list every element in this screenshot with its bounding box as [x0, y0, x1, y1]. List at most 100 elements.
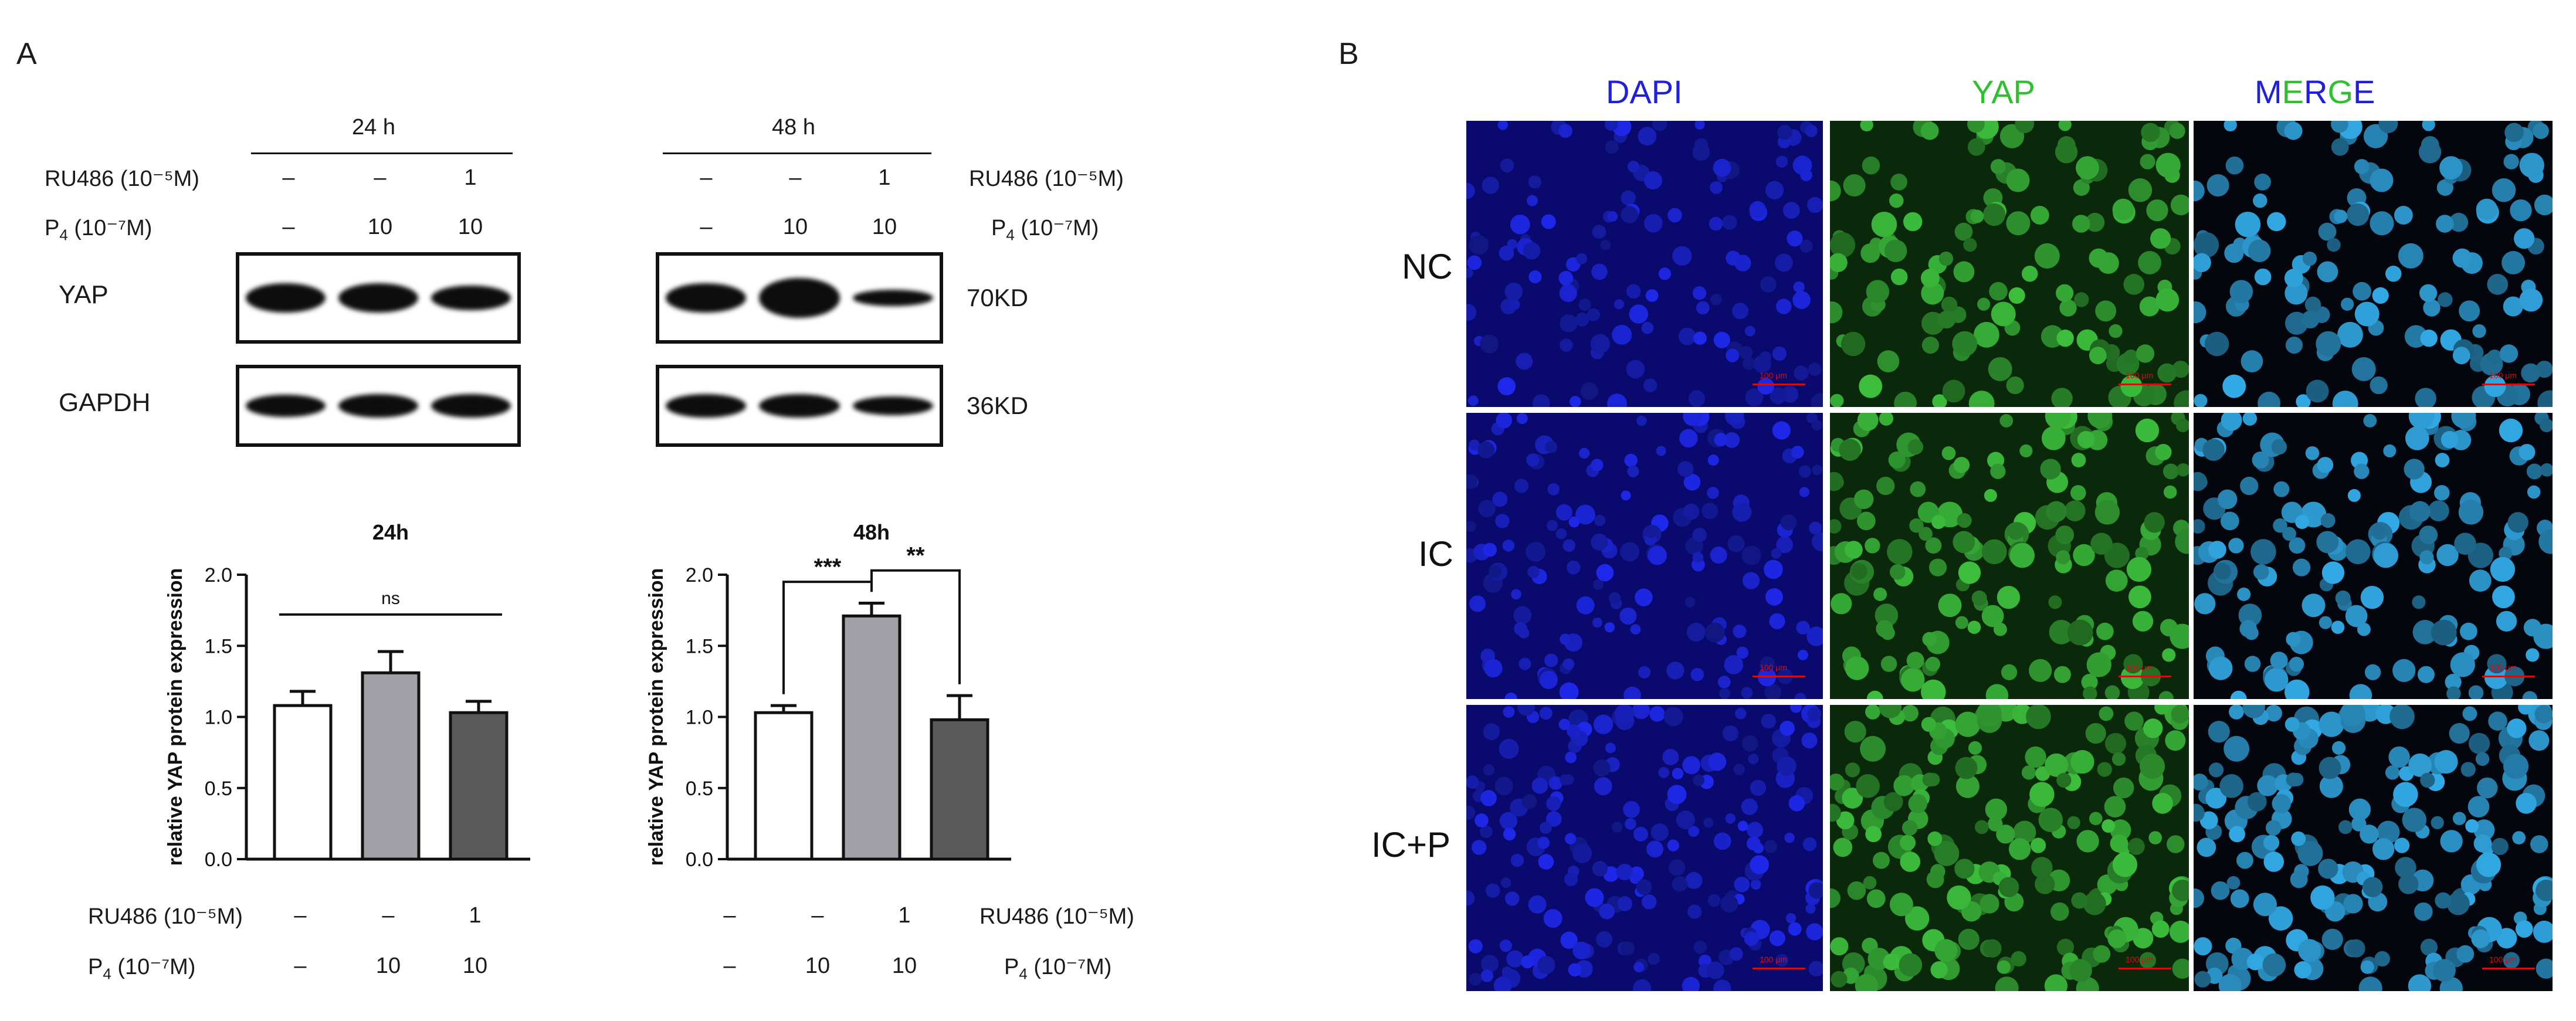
scale-bar-label: 100 μm: [1760, 371, 1787, 380]
blot-ru486-24-1: –: [282, 165, 295, 190]
scale-bar: [1753, 968, 1805, 969]
chart24-ru486-1: –: [294, 903, 307, 928]
size-label-70kd: 70KD: [967, 284, 1029, 311]
chart48-ru486-3: 1: [898, 903, 911, 928]
bar-1-1: [754, 711, 814, 861]
svg-text:***: ***: [814, 554, 842, 580]
chart-p4-label-right: P4 (10⁻⁷M): [1004, 955, 1112, 983]
group-24h-line: [251, 152, 513, 154]
micrograph-nc-merge: 100 μm: [2194, 121, 2553, 407]
panel-b-label: B: [1338, 37, 1359, 71]
scale-bar-label: 100 μm: [2126, 663, 2153, 672]
group-24h-label: 24 h: [352, 115, 395, 140]
scale-bar: [2482, 676, 2535, 677]
blot-48h-gapdh-band-1: [666, 394, 747, 418]
merge-letter-1: M: [2255, 73, 2282, 110]
chart24-p4-1: –: [294, 954, 307, 978]
merge-letter-5: E: [2353, 73, 2375, 110]
blot-ru486-label-left: RU486 (10⁻⁵M): [45, 167, 199, 191]
blot-p4-48-2: 10: [782, 215, 808, 239]
y-tick-label-1-1: 0.5: [686, 778, 713, 800]
blot-48h-yap-band-2: [759, 278, 840, 318]
scale-bar: [1753, 384, 1805, 385]
scale-bar-label: 100 μm: [2489, 955, 2517, 964]
blot-48h-gapdh-band-3: [852, 396, 933, 415]
significance-0-1: ns: [279, 589, 502, 616]
scale-bar: [2119, 968, 2171, 969]
bar-chart-24h: 24h relative YAP protein expression 0.0 0.5…: [164, 520, 530, 871]
blot-24h-yap-band-3: [431, 285, 511, 311]
chart48-ru486-2: –: [811, 903, 824, 928]
size-label-36kd: 36KD: [967, 392, 1029, 419]
blot-48h-yap: [656, 252, 943, 344]
y-tick-label-0-2: 1.0: [205, 707, 232, 729]
blot-p4-label-right: P4 (10⁻⁷M): [991, 216, 1099, 244]
bar-0-2: [361, 671, 421, 861]
micrograph-ic-merge: 100 μm: [2194, 413, 2553, 699]
scale-bar: [2119, 384, 2171, 385]
blot-p4-48-1: –: [700, 215, 713, 239]
y-tick-label-0-0: 0.0: [205, 849, 232, 871]
column-header-dapi: DAPI: [1606, 73, 1683, 110]
merge-letter-3: R: [2304, 73, 2328, 110]
blot-24h-yap-band-1: [246, 283, 326, 313]
blot-p4-48-3: 10: [872, 215, 897, 239]
y-tick-label-0-4: 2.0: [205, 564, 232, 586]
chart-title-1: 48h: [853, 520, 890, 544]
blot-48h-yap-band-3: [852, 290, 933, 306]
chart48-p4-3: 10: [892, 954, 917, 978]
chart-ru486-label-right: RU486 (10⁻⁵M): [979, 904, 1134, 929]
chart24-ru486-3: 1: [469, 903, 482, 928]
group-48h-line: [663, 152, 931, 154]
scale-bar: [2119, 676, 2171, 677]
chart-title-0: 24h: [372, 520, 409, 544]
blot-ru486-48-1: –: [700, 165, 713, 190]
bar-1-3: [930, 718, 989, 861]
column-header-merge: MERGE: [2255, 73, 2375, 111]
scale-bar: [1753, 676, 1805, 677]
significance-1-1: ***: [782, 554, 873, 694]
y-axis-label-0: relative YAP protein expression: [164, 568, 187, 866]
bar-1-2: [842, 614, 901, 861]
y-tick-label-0-1: 0.5: [205, 778, 232, 800]
merge-letter-2: E: [2282, 73, 2304, 110]
scale-bar: [2482, 384, 2535, 385]
row-label-ic-p: IC+P: [1371, 825, 1451, 864]
bar-0-3: [449, 711, 509, 861]
y-axis-label-1: relative YAP protein expression: [645, 568, 667, 866]
blot-ru486-24-3: 1: [464, 165, 477, 190]
chart48-ru486-1: –: [723, 903, 736, 928]
blot-48h-gapdh: [656, 365, 943, 447]
micrograph-nc-dapi: 100 μm: [1466, 121, 1823, 407]
chart48-p4-1: –: [723, 954, 736, 978]
chart-p4-label-left: P4 (10⁻⁷M): [88, 955, 196, 983]
row-label-nc: NC: [1402, 247, 1453, 286]
chart24-ru486-2: –: [382, 903, 395, 928]
blot-ru486-48-3: 1: [878, 165, 891, 190]
protein-label-gapdh: GAPDH: [59, 388, 151, 417]
blot-ru486-24-2: –: [374, 165, 387, 190]
micrograph-ic-p-dapi: 100 μm: [1466, 705, 1823, 991]
blot-ru486-48-2: –: [789, 165, 802, 190]
micrograph-ic-p-merge: 100 μm: [2194, 705, 2553, 991]
blot-p4-24-3: 10: [457, 215, 483, 239]
panel-a-label: A: [16, 37, 37, 71]
blot-24h-gapdh-band-2: [338, 394, 418, 418]
blot-24h-gapdh: [236, 365, 521, 447]
chart24-p4-3: 10: [462, 954, 488, 978]
chart48-p4-2: 10: [805, 954, 831, 978]
micrograph-ic-yap: 100 μm: [1830, 413, 2189, 699]
blot-p4-24-2: 10: [367, 215, 393, 239]
micrograph-ic-dapi: 100 μm: [1466, 413, 1823, 699]
scale-bar: [2482, 968, 2535, 969]
blot-48h-yap-band-1: [666, 283, 747, 313]
chart-ru486-label-left: RU486 (10⁻⁵M): [88, 904, 243, 929]
scale-bar-label: 100 μm: [2489, 663, 2517, 672]
blot-p4-label-left: P4 (10⁻⁷M): [45, 216, 152, 244]
blot-24h-gapdh-band-3: [431, 394, 511, 418]
chart24-p4-2: 10: [375, 954, 401, 978]
y-tick-label-1-2: 1.0: [686, 707, 713, 729]
protein-label-yap: YAP: [59, 280, 109, 309]
scale-bar-label: 100 μm: [2126, 371, 2153, 380]
scale-bar-label: 100 μm: [1760, 955, 1787, 964]
